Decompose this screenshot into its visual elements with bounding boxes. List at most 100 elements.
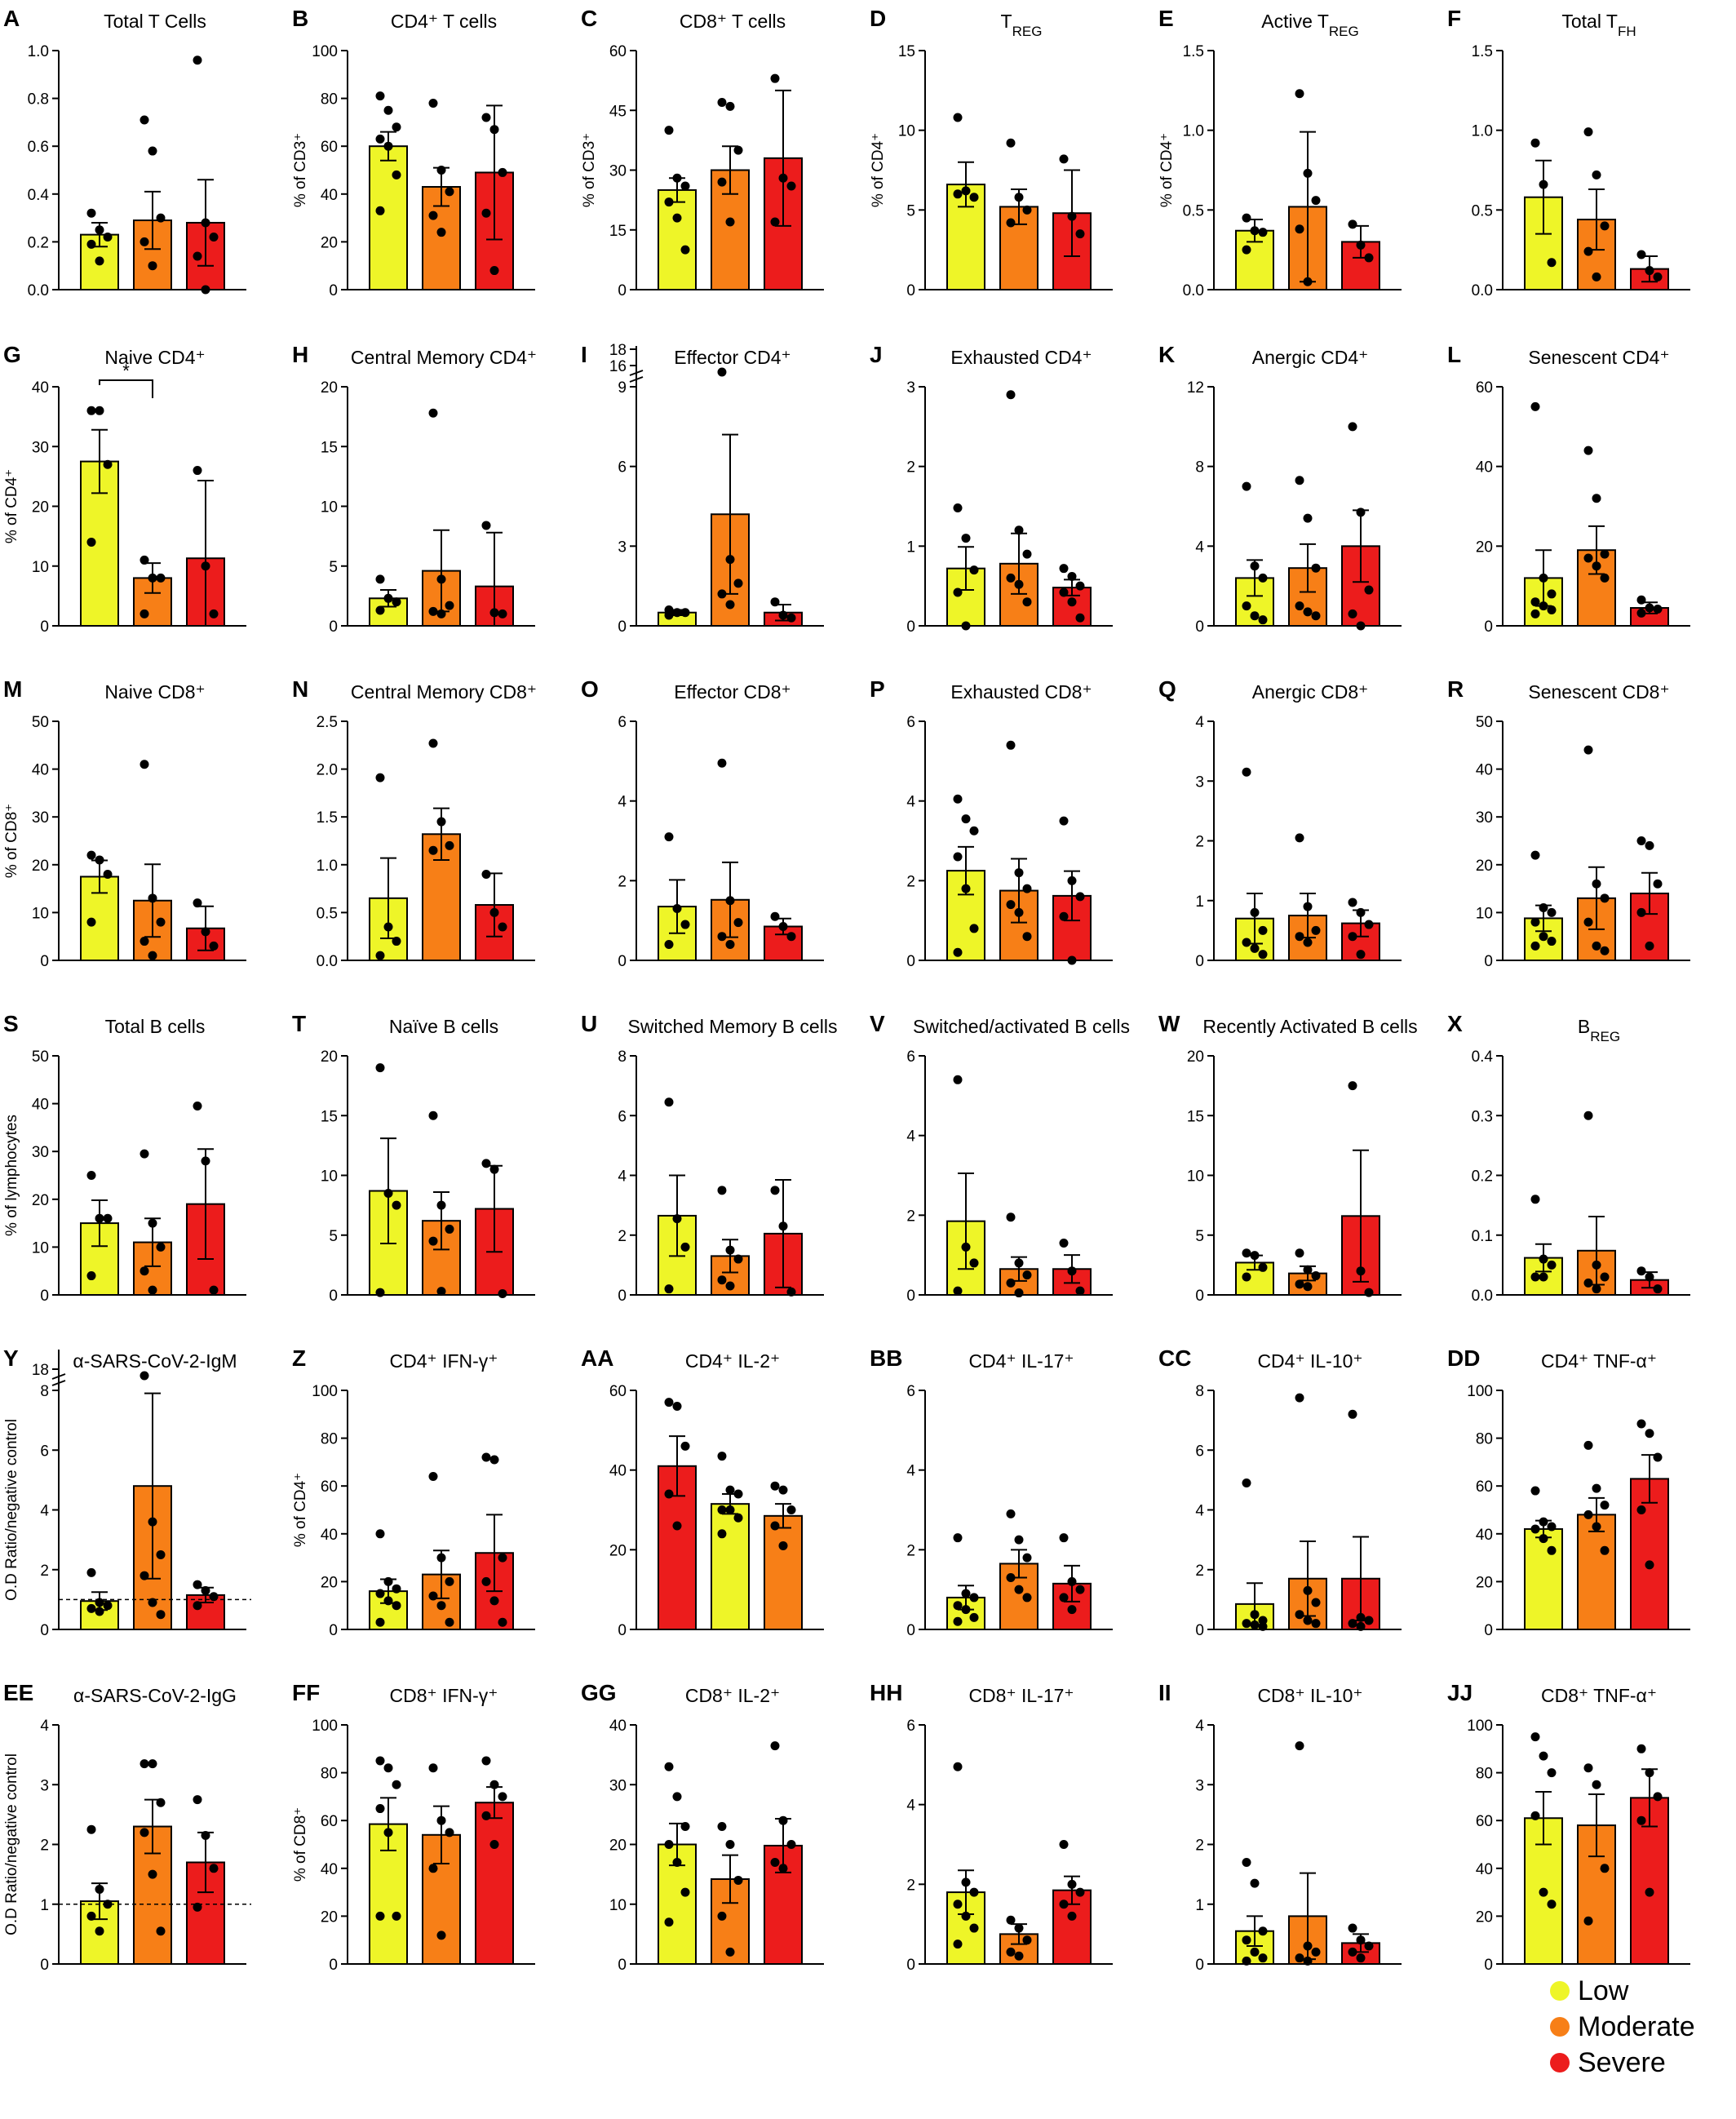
data-point <box>725 1245 735 1255</box>
panel-title: Recently Activated B cells <box>1202 1016 1417 1037</box>
y-tick-label: 5 <box>906 202 915 219</box>
panel-ii: II CD8⁺ IL-10⁺ 0 1 2 3 4 <box>1158 1680 1402 1974</box>
data-point <box>664 832 674 842</box>
panel-title-subscript: REG <box>1590 1029 1620 1044</box>
data-point <box>953 1075 963 1084</box>
significance-label: * <box>122 361 130 381</box>
data-point <box>1592 1483 1601 1493</box>
data-point <box>1583 553 1593 563</box>
y-tick-label: 20 <box>1187 1048 1204 1066</box>
y-tick-label: 2 <box>618 1228 627 1245</box>
panel-letter: DD <box>1447 1345 1480 1371</box>
data-point <box>680 608 690 618</box>
y-tick-label: 4 <box>1195 1503 1204 1520</box>
y-tick-label: 40 <box>609 1718 627 1735</box>
data-point <box>1645 1768 1654 1778</box>
data-point <box>969 1923 979 1933</box>
data-point <box>1075 892 1085 902</box>
data-point <box>375 1756 385 1766</box>
data-point <box>1067 597 1077 607</box>
y-tick-label: 9 <box>618 379 627 397</box>
data-point <box>725 101 735 111</box>
panel-letter: N <box>292 676 308 702</box>
data-point <box>1258 925 1268 935</box>
y-tick-label: 0 <box>618 1957 627 1974</box>
y-tick-label: 0 <box>329 1622 338 1639</box>
panel-hh: HH CD8⁺ IL-17⁺ 0 2 4 6 <box>870 1680 1113 1974</box>
data-point <box>786 1287 796 1297</box>
y-tick-label: 1 <box>40 1897 49 1914</box>
y-axis-label: % of CD4⁺ <box>1158 133 1176 207</box>
data-point <box>1539 180 1548 189</box>
panel-title-subscript: FH <box>1618 24 1636 39</box>
data-point <box>725 896 735 906</box>
data-point <box>86 850 96 860</box>
y-tick-label: 20 <box>1476 539 1493 556</box>
data-point <box>725 217 735 227</box>
y-tick-label: 45 <box>609 103 627 120</box>
data-point <box>498 1792 507 1802</box>
data-point <box>725 555 735 565</box>
y-tick-label: 0 <box>1484 953 1493 970</box>
data-point <box>156 573 166 583</box>
panel-title: TREG <box>1001 11 1043 39</box>
panel-title: Central Memory CD4⁺ <box>351 347 537 368</box>
data-point <box>1006 1509 1016 1518</box>
panel-title: Switched Memory B cells <box>628 1016 838 1037</box>
panel-letter: T <box>292 1011 306 1036</box>
data-point <box>770 911 780 921</box>
data-point <box>1014 525 1024 535</box>
data-point <box>786 932 796 942</box>
panel-title: Anergic CD4⁺ <box>1252 347 1369 368</box>
data-point <box>953 1762 963 1771</box>
data-point <box>1583 446 1593 455</box>
data-point <box>1530 1195 1540 1204</box>
data-point <box>383 1576 393 1586</box>
panel-letter: G <box>3 342 21 367</box>
data-point <box>481 870 491 880</box>
y-tick-label: 0.0 <box>317 953 338 970</box>
data-point <box>969 1593 979 1603</box>
y-tick-label: 40 <box>609 1463 627 1480</box>
data-point <box>445 1828 454 1838</box>
data-point <box>1303 1282 1313 1292</box>
data-point <box>86 1567 96 1577</box>
y-tick-label: 100 <box>312 1383 338 1400</box>
data-point <box>672 608 682 618</box>
y-tick-label: 20 <box>321 379 338 397</box>
y-tick-label: 0 <box>329 1288 338 1305</box>
data-point <box>1303 938 1313 947</box>
data-point <box>103 870 113 880</box>
data-point <box>1295 1393 1304 1403</box>
panel-n: N Central Memory CD8⁺ 0.0 0.5 1.0 1.5 2.0 2.5 <box>292 676 537 970</box>
y-tick-label: 10 <box>1476 905 1493 922</box>
data-point <box>428 408 438 418</box>
data-point <box>1530 1486 1540 1496</box>
data-point <box>392 597 401 607</box>
y-tick-label: 20 <box>1476 1574 1493 1591</box>
data-point <box>1014 1535 1024 1545</box>
data-point <box>1022 1270 1032 1280</box>
y-tick-label: 15 <box>609 223 627 240</box>
data-point <box>209 1285 219 1295</box>
data-point <box>1592 494 1601 503</box>
legend-item-low: Low <box>1550 1973 1695 2009</box>
y-tick-label: 40 <box>321 1861 338 1878</box>
data-point <box>489 1780 499 1789</box>
data-point <box>1295 89 1304 99</box>
panel-x: X BREG 0.0 0.1 0.2 0.3 0.4 <box>1447 1011 1690 1305</box>
data-point <box>489 125 499 135</box>
data-point <box>1530 1811 1540 1820</box>
data-point <box>1311 1619 1321 1629</box>
data-point <box>1530 609 1540 618</box>
data-point <box>1006 1212 1016 1222</box>
panel-title: CD4⁺ IL-2⁺ <box>685 1350 780 1372</box>
data-point <box>375 951 385 960</box>
data-point <box>717 1911 727 1921</box>
data-point <box>733 1513 743 1523</box>
y-tick-label: 20 <box>321 1908 338 1926</box>
data-point <box>1250 1610 1260 1620</box>
y-tick-label: 6 <box>906 714 915 731</box>
y-tick-label: 0 <box>1195 1957 1204 1974</box>
data-point <box>392 1780 401 1789</box>
